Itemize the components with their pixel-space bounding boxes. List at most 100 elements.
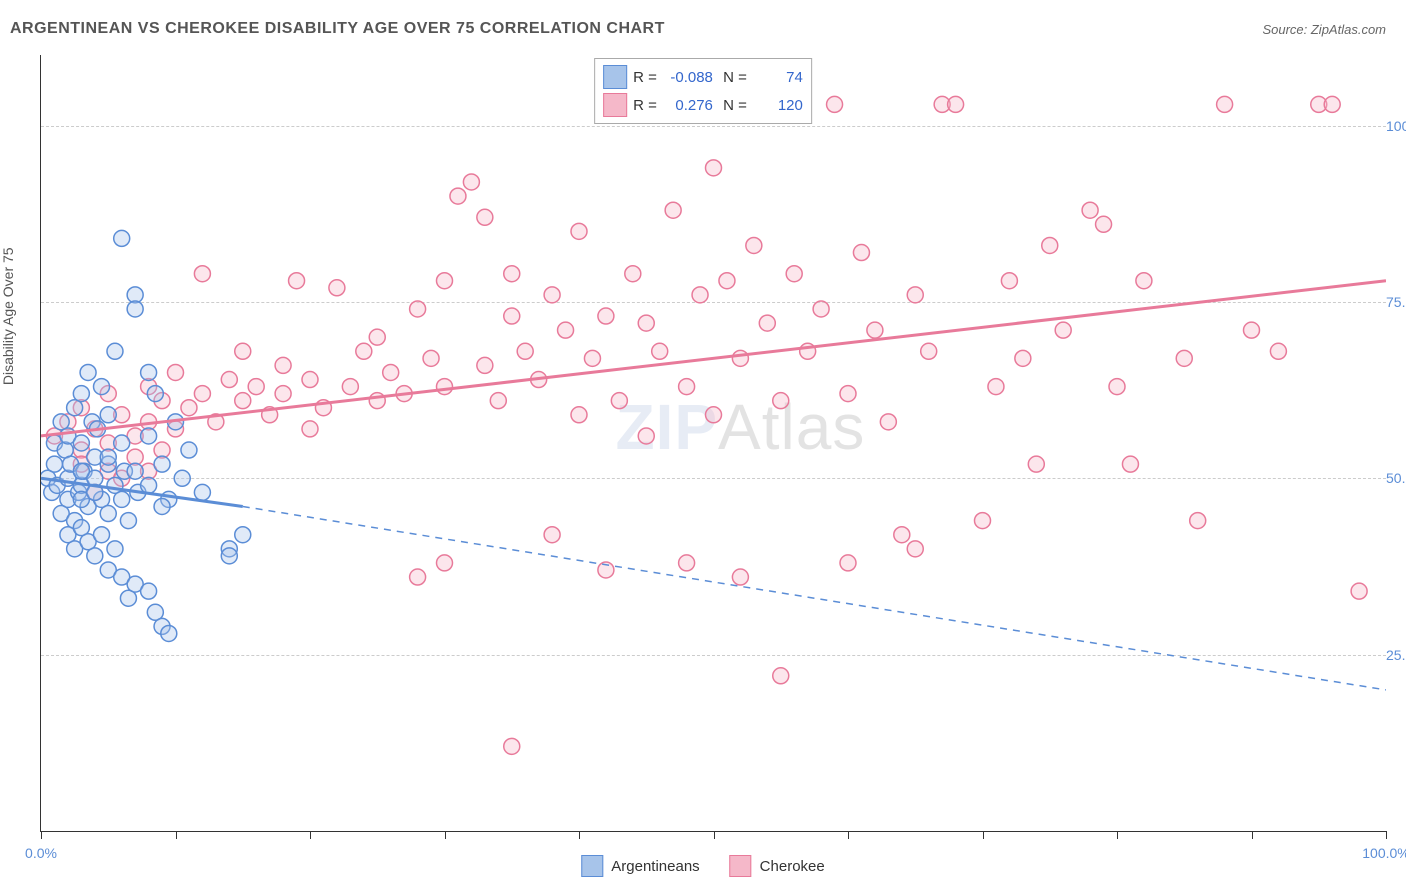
cherokee-point	[1042, 237, 1058, 253]
cherokee-point	[1096, 216, 1112, 232]
chart-title: ARGENTINEAN VS CHEROKEE DISABILITY AGE O…	[10, 20, 665, 38]
cherokee-point	[732, 350, 748, 366]
argentineans-point	[141, 428, 157, 444]
cherokee-point	[437, 273, 453, 289]
argentineans-point	[154, 456, 170, 472]
xtick	[445, 831, 446, 839]
cherokee-point	[921, 343, 937, 359]
argentineans-point	[107, 541, 123, 557]
argentineans-point	[73, 463, 89, 479]
cherokee-point	[275, 357, 291, 373]
ytick-label: 50.0%	[1386, 470, 1406, 486]
cherokee-point	[732, 569, 748, 585]
cherokee-point	[356, 343, 372, 359]
stats-n-label: N =	[719, 97, 747, 114]
cherokee-point	[1001, 273, 1017, 289]
cherokee-point	[302, 372, 318, 388]
stats-r-value: 0.276	[663, 97, 713, 114]
cherokee-point	[625, 266, 641, 282]
cherokee-point	[840, 555, 856, 571]
cherokee-point	[880, 414, 896, 430]
cherokee-point	[235, 393, 251, 409]
argentineans-point	[235, 527, 251, 543]
stats-swatch	[603, 65, 627, 89]
cherokee-point	[827, 96, 843, 112]
stats-n-value: 120	[753, 97, 803, 114]
stats-r-value: -0.088	[663, 69, 713, 86]
argentineans-point	[194, 484, 210, 500]
stats-row: R = 0.276 N = 120	[603, 91, 803, 119]
cherokee-point	[948, 96, 964, 112]
argentineans-trendline-dashed	[243, 506, 1386, 689]
cherokee-point	[894, 527, 910, 543]
cherokee-point	[679, 555, 695, 571]
source-attribution: Source: ZipAtlas.com	[1262, 22, 1386, 37]
argentineans-point	[114, 491, 130, 507]
cherokee-point	[1082, 202, 1098, 218]
cherokee-point	[194, 266, 210, 282]
cherokee-point	[490, 393, 506, 409]
cherokee-point	[477, 209, 493, 225]
cherokee-point	[1217, 96, 1233, 112]
xtick	[579, 831, 580, 839]
xtick	[714, 831, 715, 839]
ytick-label: 100.0%	[1386, 118, 1406, 134]
cherokee-point	[665, 202, 681, 218]
cherokee-point	[786, 266, 802, 282]
argentineans-point	[141, 364, 157, 380]
xtick	[176, 831, 177, 839]
argentineans-point	[174, 470, 190, 486]
argentineans-point	[100, 449, 116, 465]
cherokee-point	[342, 379, 358, 395]
cherokee-point	[813, 301, 829, 317]
argentineans-point	[141, 583, 157, 599]
argentineans-point	[107, 343, 123, 359]
cherokee-point	[168, 364, 184, 380]
argentineans-point	[94, 527, 110, 543]
cherokee-point	[248, 379, 264, 395]
argentineans-point	[120, 513, 136, 529]
argentineans-point	[221, 548, 237, 564]
cherokee-point	[988, 379, 1004, 395]
legend-swatch	[581, 855, 603, 877]
cherokee-point	[853, 245, 869, 261]
ytick-label: 25.0%	[1386, 647, 1406, 663]
cherokee-point	[437, 379, 453, 395]
y-axis-label: Disability Age Over 75	[0, 247, 16, 385]
cherokee-point	[1055, 322, 1071, 338]
argentineans-point	[87, 548, 103, 564]
legend-item: Cherokee	[730, 855, 825, 877]
cherokee-point	[1351, 583, 1367, 599]
cherokee-point	[706, 160, 722, 176]
xtick	[41, 831, 42, 839]
cherokee-point	[517, 343, 533, 359]
cherokee-point	[652, 343, 668, 359]
argentineans-point	[127, 301, 143, 317]
cherokee-point	[1028, 456, 1044, 472]
argentineans-point	[73, 435, 89, 451]
cherokee-point	[477, 357, 493, 373]
cherokee-point	[638, 315, 654, 331]
cherokee-point	[1136, 273, 1152, 289]
cherokee-point	[773, 393, 789, 409]
cherokee-point	[638, 428, 654, 444]
legend-item: Argentineans	[581, 855, 699, 877]
cherokee-point	[504, 266, 520, 282]
xtick	[1386, 831, 1387, 839]
stats-box: R =-0.088 N =74R =0.276 N =120	[594, 58, 812, 124]
cherokee-point	[544, 527, 560, 543]
xtick	[983, 831, 984, 839]
legend-label: Cherokee	[760, 858, 825, 875]
stats-r-label: R =	[633, 97, 657, 114]
cherokee-point	[463, 174, 479, 190]
argentineans-point	[100, 407, 116, 423]
cherokee-point	[437, 555, 453, 571]
xtick	[310, 831, 311, 839]
cherokee-point	[369, 329, 385, 345]
argentineans-point	[147, 386, 163, 402]
cherokee-point	[975, 513, 991, 529]
ytick-label: 75.0%	[1386, 294, 1406, 310]
xtick	[1252, 831, 1253, 839]
cherokee-point	[1244, 322, 1260, 338]
argentineans-point	[181, 442, 197, 458]
